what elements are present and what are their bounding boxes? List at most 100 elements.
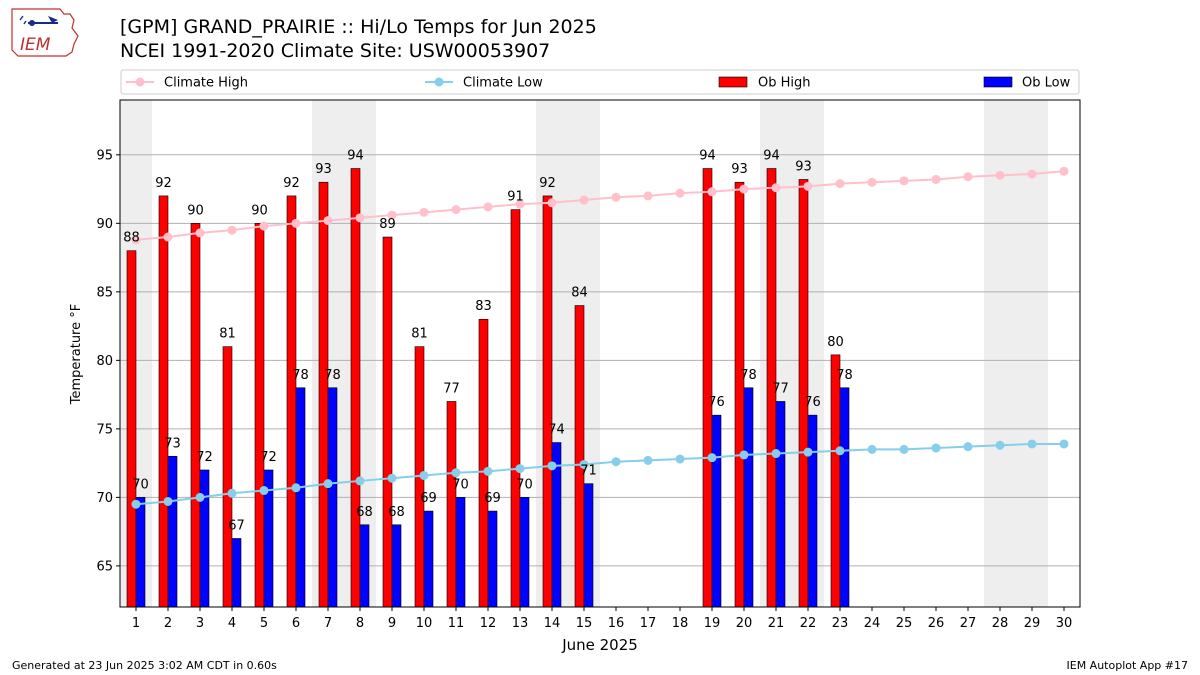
- x-tick-label-14: 14: [544, 616, 561, 631]
- legend-label-ob-high: Ob High: [758, 76, 811, 91]
- ob-low-bar-day-3: [199, 469, 210, 608]
- x-tick-label-2: 2: [164, 616, 172, 631]
- x-tick-label-24: 24: [864, 616, 881, 631]
- ob-low-label-day-22: 76: [804, 395, 821, 410]
- climate-high-point-day-2: [163, 232, 173, 242]
- climate-low-point-day-17: [643, 455, 653, 465]
- climate-low-point-day-18: [675, 454, 685, 464]
- x-tick-label-7: 7: [324, 616, 332, 631]
- x-tick-label-9: 9: [388, 616, 396, 631]
- ob-low-label-day-20: 78: [740, 368, 757, 383]
- climate-low-point-day-4: [227, 488, 237, 498]
- ob-low-label-day-19: 76: [708, 395, 725, 410]
- climate-high-point-day-12: [483, 202, 493, 212]
- ob-high-label-day-1: 88: [123, 231, 140, 246]
- ob-low-label-day-15: 71: [580, 464, 597, 479]
- legend: Climate High Climate Low Ob High Ob Low: [120, 69, 1080, 95]
- climate-low-point-day-5: [259, 486, 269, 496]
- x-tick-label-21: 21: [768, 616, 785, 631]
- plot-frame: [119, 99, 1081, 608]
- climate-high-point-day-22: [803, 181, 813, 191]
- ob-high-label-day-12: 83: [475, 299, 492, 314]
- bars: [126, 168, 850, 608]
- weekend-shade-day-29: [1016, 100, 1048, 607]
- climate-high-point-day-16: [611, 192, 621, 202]
- climate-low-point-day-30: [1059, 439, 1069, 449]
- ob-high-bar-day-2: [158, 195, 169, 608]
- ob-low-bar-day-23: [839, 387, 850, 608]
- climate-high-line: [135, 170, 1065, 241]
- y-tick-label-65: 65: [96, 559, 113, 574]
- x-tick-label-20: 20: [736, 616, 753, 631]
- ob-high-label-day-21: 94: [763, 149, 780, 164]
- climate-high-point-day-26: [931, 174, 941, 184]
- climate-high-point-day-11: [451, 205, 461, 215]
- x-tick-label-18: 18: [672, 616, 689, 631]
- chart-title: [GPM] GRAND_PRAIRIE :: Hi/Lo Temps for J…: [120, 16, 597, 38]
- climate-low-point-day-20: [739, 450, 749, 460]
- x-tick-label-3: 3: [196, 616, 204, 631]
- climate-low-line: [135, 442, 1064, 506]
- legend-ob-high: Ob High: [718, 76, 811, 91]
- ob-low-bar-day-6: [295, 387, 306, 608]
- ob-high-label-day-22: 93: [795, 159, 812, 174]
- ob-low-bar-day-12: [487, 510, 498, 608]
- climate-low-point-day-6: [291, 483, 301, 493]
- climate-high-point-day-21: [771, 183, 781, 193]
- ob-high-bar-day-15: [574, 305, 585, 608]
- climate-high-point-day-10: [419, 207, 429, 217]
- x-tick-label-1: 1: [132, 616, 140, 631]
- climate-low-point-day-22: [803, 447, 813, 457]
- ob-low-bar-day-21: [775, 401, 786, 608]
- climate-high-point-day-3: [195, 228, 205, 238]
- ob-high-label-day-4: 81: [219, 327, 236, 342]
- ob-low-label-day-8: 68: [356, 505, 373, 520]
- ob-high-bar-day-4: [222, 346, 233, 608]
- climate-high-point-day-6: [291, 218, 301, 228]
- climate-high-point-day-1: [131, 235, 141, 245]
- ob-high-bar-day-11: [446, 401, 457, 608]
- x-tick-label-29: 29: [1024, 616, 1041, 631]
- climate-high-point-day-28: [995, 170, 1005, 180]
- climate-low-point-day-9: [387, 473, 397, 483]
- climate-low-point-day-21: [771, 449, 781, 459]
- ob-low-label-day-4: 67: [228, 518, 245, 533]
- climate-high-point-day-18: [675, 188, 685, 198]
- ob-low-label-day-23: 78: [836, 368, 853, 383]
- ob-high-bar-day-3: [190, 223, 201, 608]
- climate-low-point-day-29: [1027, 439, 1037, 449]
- x-tick-label-16: 16: [608, 616, 625, 631]
- ob-high-bar-day-1: [126, 250, 137, 608]
- climate-high-point-day-27: [963, 172, 973, 182]
- legend-label-climate-low: Climate Low: [463, 76, 543, 91]
- climate-high-point-day-17: [643, 191, 653, 201]
- climate-low-point-day-7: [323, 479, 333, 489]
- x-axis-label: June 2025: [561, 636, 638, 654]
- climate-low-point-day-1: [131, 499, 141, 509]
- ob-high-label-day-14: 92: [539, 176, 556, 191]
- x-tick-label-22: 22: [800, 616, 817, 631]
- ob-low-bar-day-2: [167, 455, 178, 608]
- climate-high-point-day-24: [867, 177, 877, 187]
- x-tick-label-11: 11: [448, 616, 465, 631]
- ob-high-label-day-10: 81: [411, 327, 428, 342]
- ob-high-bar-day-13: [510, 209, 521, 608]
- ob-high-label-day-15: 84: [571, 286, 588, 301]
- logo-text: IEM: [20, 35, 51, 55]
- climate-high-point-day-19: [707, 187, 717, 197]
- ob-low-label-day-7: 78: [324, 368, 341, 383]
- climate-high-point-day-20: [739, 184, 749, 194]
- ob-low-bar-day-22: [807, 414, 818, 608]
- climate-low-point-day-2: [163, 496, 173, 506]
- legend-frame: [120, 69, 1080, 95]
- grid-lines: [120, 154, 1080, 567]
- climate-high-point-day-23: [835, 179, 845, 189]
- y-tick-label-95: 95: [96, 148, 113, 163]
- climate-low-point-day-23: [835, 446, 845, 456]
- ob-low-bar-day-20: [743, 387, 754, 608]
- ob-high-bar-day-20: [734, 181, 745, 608]
- weekend-shade-day-28: [984, 100, 1016, 607]
- ob-high-label-day-2: 92: [155, 176, 172, 191]
- x-tick-label-4: 4: [228, 616, 236, 631]
- app-credit: IEM Autoplot App #17: [1066, 659, 1189, 672]
